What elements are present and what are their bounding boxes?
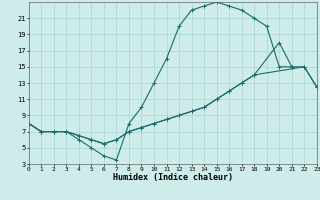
X-axis label: Humidex (Indice chaleur): Humidex (Indice chaleur) — [113, 173, 233, 182]
